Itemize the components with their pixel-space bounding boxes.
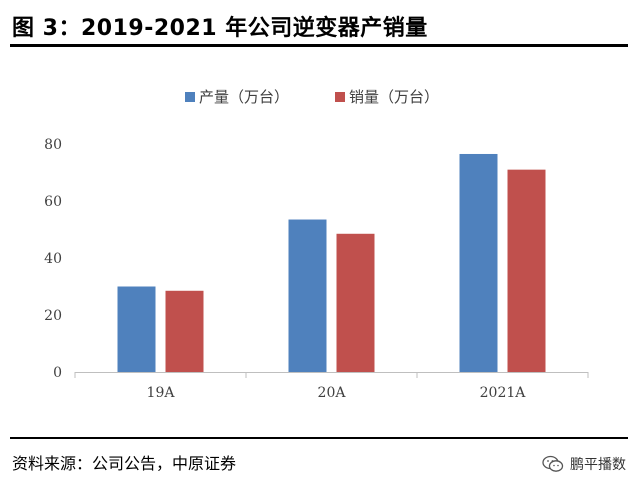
chart-legend: 产量（万台） 销量（万台） — [185, 88, 439, 106]
y-tick-label: 60 — [44, 194, 62, 210]
bar-production-20A — [288, 219, 327, 372]
x-tick-label: 2021A — [480, 385, 527, 401]
bar-production-19A — [117, 286, 156, 372]
wechat-icon — [542, 455, 564, 473]
top-rule — [10, 44, 628, 47]
y-axis: 0 20 40 60 80 — [44, 137, 62, 381]
y-tick-label: 80 — [44, 137, 62, 153]
bar-chart: 产量（万台） 销量（万台） 0 20 40 60 80 19A 20A 2021A — [44, 88, 589, 401]
y-tick-label: 20 — [44, 308, 62, 324]
x-tick-label: 19A — [147, 385, 176, 401]
bar-sales-20A — [336, 233, 375, 372]
bar-production-2021A — [459, 153, 498, 372]
y-tick-label: 40 — [44, 251, 62, 267]
figure-title: 图 3：2019-2021 年公司逆变器产销量 — [12, 16, 428, 41]
bar-sales-19A — [165, 290, 204, 372]
y-tick-label: 0 — [53, 365, 62, 381]
bar-sales-2021A — [507, 169, 546, 372]
bar-series — [117, 153, 546, 372]
x-axis: 19A 20A 2021A — [74, 372, 589, 401]
legend-swatch-production — [185, 92, 195, 102]
legend-label-production: 产量（万台） — [199, 88, 289, 106]
bottom-rule — [10, 437, 628, 439]
legend-label-sales: 销量（万台） — [349, 88, 439, 106]
watermark-label: 鹏平播数 — [570, 457, 626, 473]
watermark: 鹏平播数 — [542, 454, 626, 474]
legend-swatch-sales — [335, 92, 345, 102]
source-note: 资料来源：公司公告，中原证券 — [12, 454, 237, 473]
x-tick-label: 20A — [318, 385, 347, 401]
